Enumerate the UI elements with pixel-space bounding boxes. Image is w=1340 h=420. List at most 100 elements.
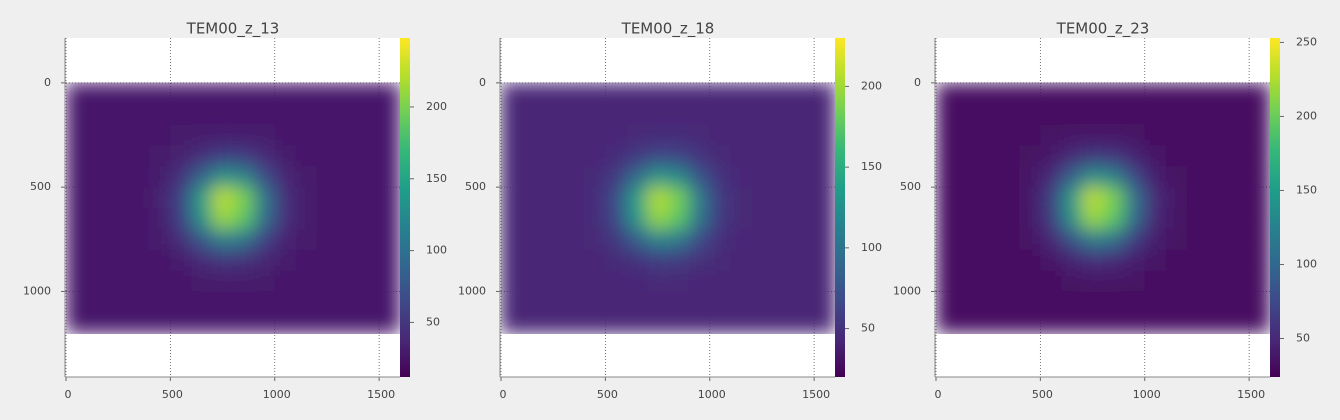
cell bbox=[1082, 208, 1104, 230]
cell bbox=[1186, 208, 1208, 230]
cell bbox=[501, 103, 523, 125]
cell bbox=[1061, 312, 1083, 334]
cell bbox=[1123, 208, 1146, 230]
cell bbox=[772, 82, 794, 105]
cell bbox=[605, 124, 627, 146]
colorbar-tick-label: 50 bbox=[1296, 332, 1310, 345]
cell bbox=[1249, 166, 1271, 188]
cell bbox=[358, 270, 380, 292]
cell bbox=[1144, 270, 1167, 292]
cell bbox=[647, 291, 669, 313]
cell bbox=[1040, 166, 1062, 188]
cell bbox=[668, 82, 690, 105]
cell bbox=[542, 166, 565, 188]
cell bbox=[501, 208, 523, 230]
cell bbox=[1144, 249, 1167, 272]
cell bbox=[212, 270, 234, 292]
cell bbox=[668, 103, 690, 125]
cell bbox=[542, 312, 565, 334]
cell bbox=[647, 103, 669, 125]
cell bbox=[605, 166, 627, 188]
cell bbox=[66, 124, 88, 146]
cell bbox=[793, 291, 815, 313]
cell bbox=[977, 124, 1000, 146]
cell bbox=[1040, 82, 1062, 105]
cell bbox=[542, 187, 565, 209]
cell bbox=[501, 291, 523, 313]
cell bbox=[501, 166, 523, 188]
cell bbox=[709, 208, 732, 230]
cell bbox=[772, 291, 794, 313]
cell bbox=[584, 103, 606, 125]
cell bbox=[107, 166, 130, 188]
cell bbox=[688, 187, 711, 209]
cell bbox=[295, 124, 317, 146]
chart-title: TEM00_z_18 bbox=[621, 20, 715, 39]
cell bbox=[379, 270, 401, 292]
cell bbox=[1123, 124, 1146, 146]
cell bbox=[814, 145, 836, 167]
cell bbox=[793, 145, 815, 167]
cell bbox=[253, 103, 276, 125]
cell bbox=[542, 82, 565, 105]
cell bbox=[358, 166, 380, 188]
cell bbox=[814, 187, 836, 209]
cell bbox=[1207, 291, 1229, 313]
cell bbox=[1207, 228, 1229, 251]
cell bbox=[1040, 187, 1062, 209]
cell bbox=[1228, 291, 1250, 313]
cell bbox=[1186, 270, 1208, 292]
cell bbox=[337, 187, 359, 209]
cell bbox=[274, 124, 297, 146]
cell bbox=[814, 249, 836, 272]
cell bbox=[956, 145, 979, 167]
cell bbox=[936, 228, 958, 251]
cell bbox=[337, 166, 359, 188]
cell bbox=[1061, 124, 1083, 146]
cell bbox=[563, 270, 585, 292]
cell bbox=[605, 249, 627, 272]
cell bbox=[1103, 228, 1125, 251]
cell bbox=[253, 124, 276, 146]
cell bbox=[1207, 82, 1229, 105]
cell bbox=[998, 145, 1020, 167]
cell bbox=[66, 103, 88, 125]
cell bbox=[647, 228, 669, 251]
cell bbox=[668, 228, 690, 251]
cell bbox=[521, 103, 544, 125]
cell bbox=[1061, 82, 1083, 105]
cell bbox=[191, 249, 213, 272]
cell bbox=[358, 124, 380, 146]
cell bbox=[358, 312, 380, 334]
cell bbox=[107, 249, 130, 272]
cell bbox=[668, 145, 690, 167]
cell bbox=[316, 312, 338, 334]
cell bbox=[521, 124, 544, 146]
cell bbox=[253, 291, 276, 313]
cell bbox=[1207, 249, 1229, 272]
cell bbox=[793, 82, 815, 105]
cell bbox=[501, 124, 523, 146]
cell bbox=[1019, 270, 1041, 292]
cell bbox=[337, 103, 359, 125]
cell bbox=[709, 124, 732, 146]
cell bbox=[1019, 312, 1041, 334]
cell bbox=[1228, 103, 1250, 125]
cell bbox=[977, 82, 1000, 105]
cell bbox=[358, 249, 380, 272]
cell bbox=[563, 145, 585, 167]
cell bbox=[626, 312, 648, 334]
cell bbox=[1207, 187, 1229, 209]
cell bbox=[1165, 228, 1187, 251]
cell bbox=[1207, 145, 1229, 167]
cell bbox=[584, 291, 606, 313]
cell bbox=[1123, 291, 1146, 313]
cell bbox=[605, 145, 627, 167]
cell bbox=[688, 166, 711, 188]
cell bbox=[626, 103, 648, 125]
cell bbox=[998, 208, 1020, 230]
cell bbox=[1040, 270, 1062, 292]
cell bbox=[521, 312, 544, 334]
cell bbox=[647, 187, 669, 209]
cell bbox=[814, 82, 836, 105]
